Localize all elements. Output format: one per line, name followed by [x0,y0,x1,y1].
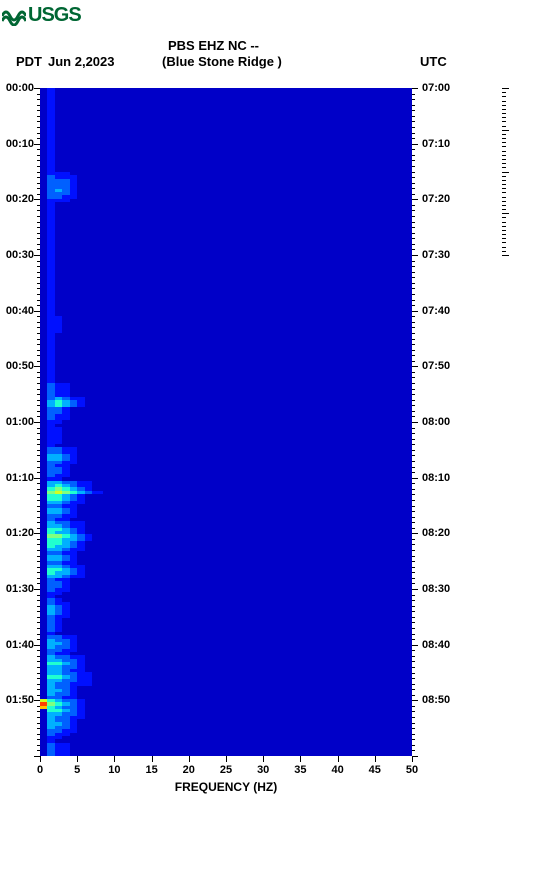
x-axis-title: FREQUENCY (HZ) [40,780,412,794]
x-tick-label: 35 [294,764,306,776]
y-label-right: 07:50 [422,360,450,372]
y-label-right: 08:40 [422,639,450,651]
y-label-left: 01:10 [0,472,34,484]
y-label-left: 00:10 [0,138,34,150]
y-label-left: 00:40 [0,305,34,317]
y-label-left: 00:00 [0,82,34,94]
logo-text: USGS [28,4,81,27]
y-label-right: 07:00 [422,82,450,94]
x-tick-label: 45 [369,764,381,776]
y-label-right: 07:20 [422,193,450,205]
x-tick-label: 0 [37,764,43,776]
y-label-right: 08:10 [422,472,450,484]
x-tick-label: 50 [406,764,418,776]
y-label-right: 08:00 [422,416,450,428]
x-tick-label: 10 [108,764,120,776]
tz-right: UTC [420,54,447,69]
x-tick-label: 40 [331,764,343,776]
date: Jun 2,2023 [48,54,115,69]
x-tick-label: 5 [74,764,80,776]
y-label-left: 01:50 [0,694,34,706]
y-label-right: 07:40 [422,305,450,317]
x-tick-label: 20 [183,764,195,776]
y-label-left: 01:30 [0,583,34,595]
y-label-right: 07:10 [422,138,450,150]
y-label-right: 07:30 [422,249,450,261]
y-label-left: 00:50 [0,360,34,372]
y-label-left: 01:20 [0,527,34,539]
tz-left: PDT [16,54,42,69]
y-label-left: 00:30 [0,249,34,261]
y-label-left: 01:00 [0,416,34,428]
y-label-right: 08:50 [422,694,450,706]
color-scalebar [502,88,504,255]
y-label-left: 00:20 [0,193,34,205]
y-label-right: 08:30 [422,583,450,595]
location: (Blue Stone Ridge ) [162,54,282,69]
y-label-right: 08:20 [422,527,450,539]
y-label-left: 01:40 [0,639,34,651]
wave-icon [2,6,26,26]
usgs-logo: USGS [2,4,81,27]
x-tick-label: 25 [220,764,232,776]
spectrogram-plot [40,88,412,756]
x-tick-label: 30 [257,764,269,776]
x-tick-label: 15 [145,764,157,776]
station-code: PBS EHZ NC -- [168,38,259,53]
